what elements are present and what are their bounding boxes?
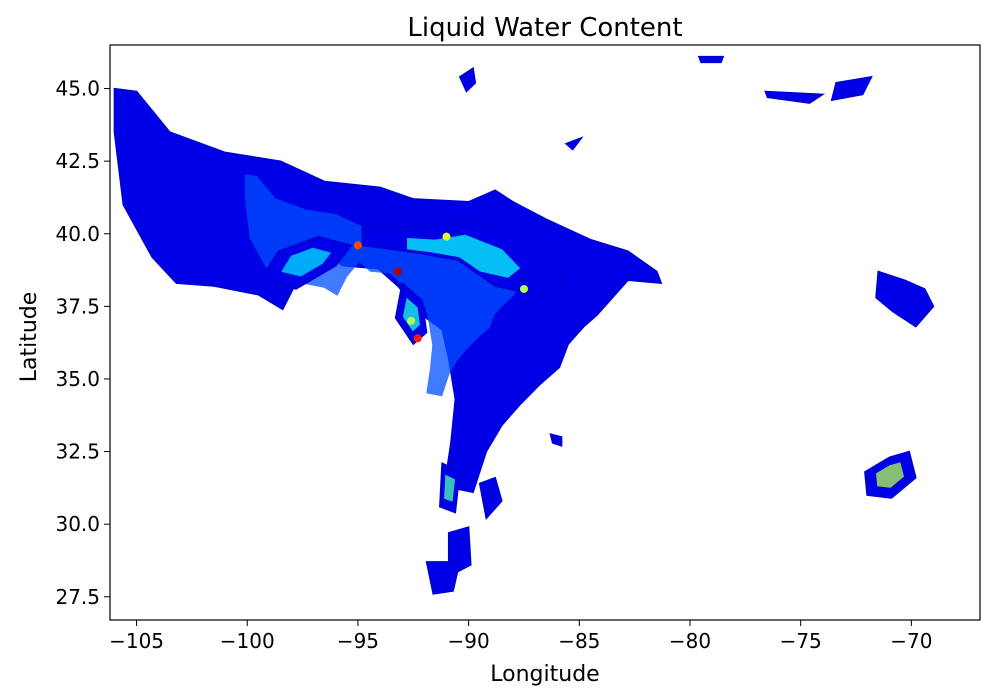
lwc-region-gulf-4 bbox=[478, 476, 503, 521]
y-tick-label: 35.0 bbox=[55, 367, 100, 391]
x-tick-label: −105 bbox=[109, 629, 164, 653]
y-tick-label: 42.5 bbox=[55, 149, 100, 173]
y-tick-label: 32.5 bbox=[55, 440, 100, 464]
y-axis-label: Latitude bbox=[17, 292, 42, 383]
plot-frame bbox=[109, 44, 981, 621]
chart-title: Liquid Water Content bbox=[407, 13, 682, 43]
lwc-hotspot-5 bbox=[519, 284, 528, 293]
lwc-hotspot-3 bbox=[407, 316, 416, 325]
lwc-region-southeast bbox=[549, 433, 563, 447]
lwc-core-main bbox=[244, 174, 546, 397]
lwc-core-atlantic bbox=[876, 462, 904, 488]
plot-marks bbox=[113, 55, 935, 595]
y-tick-label: 27.5 bbox=[55, 585, 100, 609]
lwc-region-nc-island-1 bbox=[458, 66, 477, 93]
lwc-core-band-west bbox=[281, 247, 332, 277]
lwc-region-northeast-1 bbox=[764, 90, 826, 104]
y-tick-label: 40.0 bbox=[55, 222, 100, 246]
x-tick-label: −100 bbox=[220, 629, 275, 653]
lwc-region-maine bbox=[875, 270, 935, 328]
x-tick-label: −75 bbox=[780, 629, 822, 653]
x-axis-ticks: −105 −100 −95 −90 −85 −80 −75 −70 bbox=[109, 620, 932, 653]
lwc-hotspot-1 bbox=[393, 267, 402, 276]
y-tick-label: 45.0 bbox=[55, 77, 100, 101]
x-tick-label: −70 bbox=[890, 629, 932, 653]
x-tick-label: −85 bbox=[558, 629, 600, 653]
lwc-region-northeast-3 bbox=[697, 55, 725, 64]
lwc-core-tail bbox=[402, 297, 420, 332]
x-tick-label: −80 bbox=[669, 629, 711, 653]
lwc-region-main bbox=[113, 87, 663, 494]
y-tick-label: 37.5 bbox=[55, 294, 100, 318]
lwc-region-nc-island-2 bbox=[564, 136, 584, 151]
y-axis-ticks: 27.5 30.0 32.5 35.0 37.5 40.0 42.5 45.0 bbox=[55, 77, 110, 609]
x-tick-label: −95 bbox=[337, 629, 379, 653]
x-tick-label: −90 bbox=[448, 629, 490, 653]
x-axis-label: Longitude bbox=[490, 662, 599, 687]
lwc-core-gulf-1 bbox=[444, 474, 455, 502]
lwc-hotspot-2 bbox=[413, 334, 422, 343]
lwc-core-band-east bbox=[407, 234, 521, 278]
y-tick-label: 30.0 bbox=[55, 512, 100, 536]
lwc-hotspot-4 bbox=[442, 232, 451, 241]
lwc-region-gulf-3 bbox=[425, 561, 461, 595]
lwc-hotspot-0 bbox=[353, 241, 362, 250]
lwc-region-northeast-2 bbox=[830, 75, 873, 102]
